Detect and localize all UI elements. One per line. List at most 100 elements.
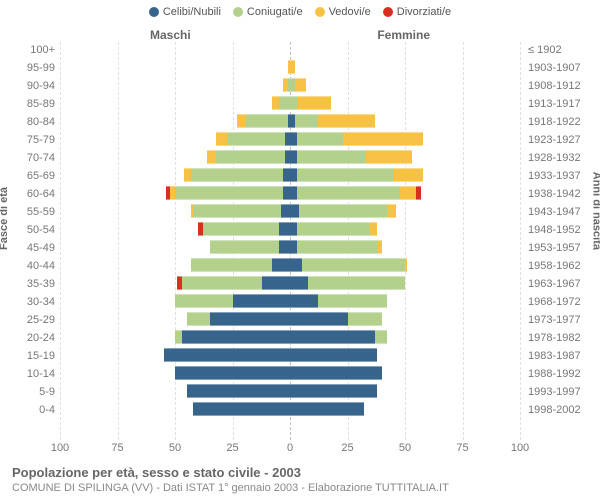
birth-year-label: 1958-1962 <box>528 258 581 274</box>
bar-segment <box>416 186 421 200</box>
male-bar <box>187 312 291 326</box>
male-bar <box>164 348 291 362</box>
female-header: Femmine <box>377 28 430 42</box>
age-row: 90-941908-1912 <box>60 78 520 96</box>
legend: Celibi/NubiliConiugati/eVedovi/eDivorzia… <box>0 6 600 18</box>
age-row: 75-791923-1927 <box>60 132 520 150</box>
y-axis-right-title: Anni di nascita <box>590 172 600 250</box>
bar-segment <box>290 186 297 200</box>
birth-year-label: 1963-1967 <box>528 276 581 292</box>
bar-segment <box>175 186 283 200</box>
female-bar <box>290 402 364 416</box>
bar-segment <box>203 222 279 236</box>
x-axis: 1007550250255075100 <box>60 442 520 458</box>
bar-segment <box>210 312 291 326</box>
male-bar <box>216 132 290 146</box>
age-row: 10-141988-1992 <box>60 366 520 384</box>
female-bar <box>290 96 331 110</box>
bar-segment <box>290 96 297 110</box>
age-label: 90-94 <box>20 78 55 94</box>
birth-year-label: 1928-1932 <box>528 150 581 166</box>
age-label: 35-39 <box>20 276 55 292</box>
age-row: 25-291973-1977 <box>60 312 520 330</box>
bar-segment <box>182 330 290 344</box>
age-row: 15-191983-1987 <box>60 348 520 366</box>
male-bar <box>198 222 290 236</box>
age-label: 60-64 <box>20 186 55 202</box>
bar-segment <box>290 168 297 182</box>
male-bar <box>166 186 290 200</box>
bar-segment <box>272 96 279 110</box>
plot-area: 100+≤ 190295-991903-190790-941908-191285… <box>60 42 520 440</box>
female-bar <box>290 78 306 92</box>
age-row: 0-41998-2002 <box>60 402 520 420</box>
x-tick-label: 50 <box>169 442 181 454</box>
female-bar <box>290 294 387 308</box>
bar-segment <box>318 294 387 308</box>
bar-segment <box>348 312 383 326</box>
male-bar <box>283 78 290 92</box>
footer: Popolazione per età, sesso e stato civil… <box>12 465 588 494</box>
female-bar <box>290 186 421 200</box>
bar-segment <box>297 240 378 254</box>
bar-segment <box>216 132 228 146</box>
age-row: 95-991903-1907 <box>60 60 520 78</box>
x-tick-label: 25 <box>226 442 238 454</box>
age-row: 70-741928-1932 <box>60 150 520 168</box>
bar-segment <box>290 276 308 290</box>
bar-segment <box>290 402 364 416</box>
age-row: 40-441958-1962 <box>60 258 520 276</box>
bar-segment <box>366 150 412 164</box>
bar-segment <box>281 204 290 218</box>
birth-year-label: 1948-1952 <box>528 222 581 238</box>
female-bar <box>290 330 387 344</box>
bar-segment <box>318 114 376 128</box>
bar-segment <box>290 366 382 380</box>
age-label: 15-19 <box>20 348 55 364</box>
male-bar <box>175 294 290 308</box>
bar-segment <box>207 150 216 164</box>
birth-year-label: 1973-1977 <box>528 312 581 328</box>
age-row: 50-541948-1952 <box>60 222 520 240</box>
population-pyramid: Celibi/NubiliConiugati/eVedovi/eDivorzia… <box>0 0 600 500</box>
female-bar <box>290 204 396 218</box>
grid-line <box>520 42 521 440</box>
bar-segment <box>290 312 348 326</box>
bar-segment <box>182 276 263 290</box>
male-bar <box>177 276 290 290</box>
bar-segment <box>299 204 386 218</box>
bar-segment <box>193 204 280 218</box>
age-label: 75-79 <box>20 132 55 148</box>
male-bar <box>191 204 290 218</box>
age-label: 0-4 <box>20 402 55 418</box>
bar-segment <box>246 114 287 128</box>
birth-year-label: 1908-1912 <box>528 78 581 94</box>
bar-segment <box>295 114 318 128</box>
x-tick-label: 100 <box>511 442 529 454</box>
female-bar <box>290 312 382 326</box>
birth-year-label: 1978-1982 <box>528 330 581 346</box>
birth-year-label: ≤ 1902 <box>528 42 562 58</box>
age-row: 100+≤ 1902 <box>60 42 520 60</box>
bar-segment <box>290 384 377 398</box>
male-bar <box>207 150 290 164</box>
bar-segment <box>297 222 371 236</box>
x-tick-label: 0 <box>287 442 293 454</box>
bar-segment <box>377 240 382 254</box>
bar-segment <box>175 294 233 308</box>
age-row: 55-591943-1947 <box>60 204 520 222</box>
age-row: 60-641938-1942 <box>60 186 520 204</box>
age-label: 25-29 <box>20 312 55 328</box>
birth-year-label: 1903-1907 <box>528 60 581 76</box>
birth-year-label: 1998-2002 <box>528 402 581 418</box>
female-bar <box>290 132 423 146</box>
bar-segment <box>290 204 299 218</box>
female-bar <box>290 240 382 254</box>
bar-segment <box>393 168 423 182</box>
chart-subtitle: COMUNE DI SPILINGA (VV) - Dati ISTAT 1° … <box>12 482 588 494</box>
legend-label: Coniugati/e <box>247 6 303 18</box>
legend-swatch <box>149 7 159 17</box>
female-bar <box>290 276 405 290</box>
birth-year-label: 1993-1997 <box>528 384 581 400</box>
bar-segment <box>370 222 377 236</box>
